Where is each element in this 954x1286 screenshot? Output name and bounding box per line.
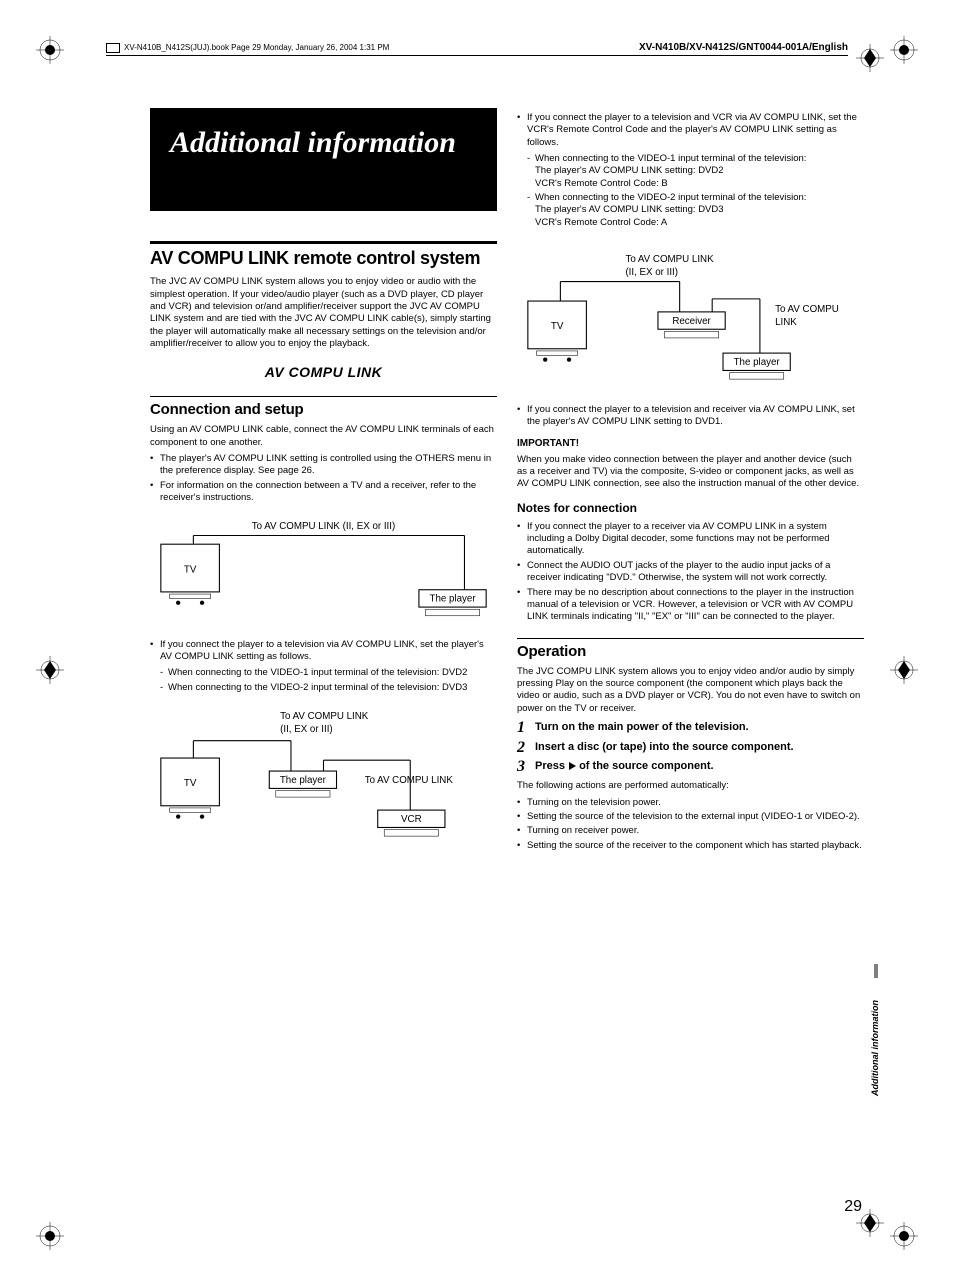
list-item: Connect the AUDIO OUT jacks of the playe… bbox=[517, 560, 864, 585]
svg-text:The player: The player bbox=[734, 357, 781, 368]
step-item: 1Turn on the main power of the televisio… bbox=[517, 721, 864, 735]
crop-mark-top bbox=[856, 44, 884, 77]
diagram-tv-player-vcr: To AV COMPU LINK (II, EX or III) TV The … bbox=[150, 706, 497, 847]
list-item: When connecting to the VIDEO-1 input ter… bbox=[527, 153, 864, 190]
important-text: When you make video connection between t… bbox=[517, 454, 864, 491]
svg-text:To AV COMPU LINK: To AV COMPU LINK bbox=[625, 254, 714, 265]
operation-intro: The JVC COMPU LINK system allows you to … bbox=[517, 666, 864, 715]
side-tab-label: Additional information bbox=[870, 1000, 880, 1096]
chapter-title-block: Additional information bbox=[150, 108, 497, 211]
connection-bullets: The player's AV COMPU LINK setting is co… bbox=[150, 453, 497, 504]
svg-text:TV: TV bbox=[184, 565, 197, 576]
svg-text:To AV COMPU: To AV COMPU bbox=[775, 304, 839, 315]
list-item: If you connect the player to a televisio… bbox=[517, 404, 864, 429]
subsection-connection: Connection and setup bbox=[150, 396, 497, 418]
receiver-connect-bullets: If you connect the player to a televisio… bbox=[517, 404, 864, 429]
svg-text:To AV COMPU LINK: To AV COMPU LINK bbox=[280, 711, 369, 722]
document-id: XV-N410B/XV-N412S/GNT0044-001A/English bbox=[639, 42, 848, 53]
compu-link-logo: AV COMPU LINK bbox=[150, 364, 497, 382]
list-item: When connecting to the VIDEO-1 input ter… bbox=[160, 667, 497, 679]
diagram-tv-player: To AV COMPU LINK (II, EX or III) TV The … bbox=[150, 516, 497, 624]
book-file-path: XV-N410B_N412S(JUJ).book Page 29 Monday,… bbox=[124, 43, 389, 52]
registration-mark-top-left bbox=[36, 36, 64, 64]
column-right: If you connect the player to a televisio… bbox=[517, 108, 864, 861]
step-item: 2Insert a disc (or tape) into the source… bbox=[517, 741, 864, 755]
crop-mark-right bbox=[890, 656, 918, 689]
subsection-operation: Operation bbox=[517, 638, 864, 660]
list-item: When connecting to the VIDEO-2 input ter… bbox=[160, 682, 497, 694]
registration-mark-bottom-right bbox=[890, 1222, 918, 1250]
svg-text:TV: TV bbox=[184, 778, 197, 789]
connection-paragraph: Using an AV COMPU LINK cable, connect th… bbox=[150, 424, 497, 449]
svg-text:LINK: LINK bbox=[775, 317, 797, 328]
auto-actions-bullets: Turning on the television power. Setting… bbox=[517, 797, 864, 852]
notes-heading: Notes for connection bbox=[517, 501, 864, 515]
registration-mark-bottom-left bbox=[36, 1222, 64, 1250]
svg-text:(II, EX or III): (II, EX or III) bbox=[625, 267, 678, 278]
svg-text:To AV COMPU LINK: To AV COMPU LINK bbox=[365, 775, 454, 786]
svg-text:To AV COMPU LINK (II, EX or II: To AV COMPU LINK (II, EX or III) bbox=[252, 521, 395, 532]
step-item: 3Press of the source component. bbox=[517, 760, 864, 774]
list-item: For information on the connection betwee… bbox=[150, 480, 497, 505]
intro-paragraph: The JVC AV COMPU LINK system allows you … bbox=[150, 276, 497, 350]
auto-actions-label: The following actions are performed auto… bbox=[517, 780, 864, 792]
list-item: Turning on receiver power. bbox=[517, 825, 864, 837]
important-label: IMPORTANT! bbox=[517, 437, 864, 450]
svg-text:VCR: VCR bbox=[401, 814, 422, 825]
vcr-connect-bullets: If you connect the player to a televisio… bbox=[517, 112, 864, 229]
list-item: The player's AV COMPU LINK setting is co… bbox=[150, 453, 497, 478]
list-item: There may be no description about connec… bbox=[517, 587, 864, 624]
page-number: 29 bbox=[844, 1198, 862, 1216]
side-tab-marker bbox=[874, 964, 878, 978]
svg-text:(II, EX or III): (II, EX or III) bbox=[280, 724, 333, 735]
list-item: If you connect the player to a receiver … bbox=[517, 521, 864, 558]
list-item: If you connect the player to a televisio… bbox=[150, 639, 497, 694]
list-item: If you connect the player to a televisio… bbox=[517, 112, 864, 229]
svg-text:Receiver: Receiver bbox=[672, 316, 711, 327]
list-item: When connecting to the VIDEO-2 input ter… bbox=[527, 192, 864, 229]
chapter-title: Additional information bbox=[170, 126, 477, 161]
svg-text:TV: TV bbox=[551, 321, 564, 332]
notes-bullets: If you connect the player to a receiver … bbox=[517, 521, 864, 624]
svg-text:The player: The player bbox=[280, 775, 327, 786]
svg-text:The player: The player bbox=[430, 594, 477, 605]
registration-mark-top-right bbox=[890, 36, 918, 64]
crop-mark-left bbox=[36, 656, 64, 689]
section-heading: AV COMPU LINK remote control system bbox=[150, 241, 497, 269]
tv-connect-bullets: If you connect the player to a televisio… bbox=[150, 639, 497, 694]
list-item: Setting the source of the television to … bbox=[517, 811, 864, 823]
list-item: Setting the source of the receiver to th… bbox=[517, 840, 864, 852]
column-left: Additional information AV COMPU LINK rem… bbox=[150, 108, 497, 861]
list-item: Turning on the television power. bbox=[517, 797, 864, 809]
book-icon bbox=[106, 43, 120, 53]
page-header: XV-N410B_N412S(JUJ).book Page 29 Monday,… bbox=[106, 42, 848, 56]
diagram-tv-receiver-player: To AV COMPU LINK (II, EX or III) TV Rece… bbox=[517, 249, 864, 390]
operation-steps: 1Turn on the main power of the televisio… bbox=[517, 721, 864, 774]
